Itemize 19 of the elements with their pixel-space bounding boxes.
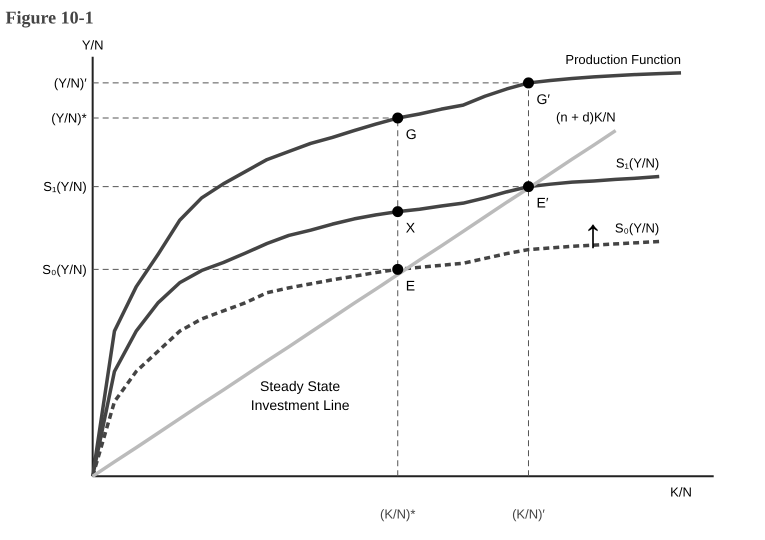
ref-line-label: S₁(Y/N) <box>43 179 87 194</box>
ref-line-label: (Y/N)* <box>51 110 87 126</box>
annotation: G <box>406 126 417 142</box>
annotation: G′ <box>536 90 550 107</box>
annotation: Steady State Investment Line <box>250 378 350 414</box>
annotation: X <box>406 220 416 236</box>
series-label: Production Function <box>565 52 682 67</box>
x-tick-label: (K/N)′ <box>512 506 546 522</box>
x-tick-label: (K/N)* <box>380 506 416 522</box>
annotation: E <box>406 277 416 294</box>
series-label: S₁(Y/N) <box>616 156 660 171</box>
ref-line-label: (Y/N)′ <box>54 75 88 90</box>
series-label: S₀(Y/N) <box>614 220 660 236</box>
x-axis-title: K/N <box>670 484 692 500</box>
series-label: (n + d)K/N <box>556 110 616 125</box>
chart-title: Figure 10-1 <box>6 8 94 28</box>
ref-line-label: S₀(Y/N) <box>42 262 87 277</box>
annotation: E′ <box>536 194 549 211</box>
y-axis-title: Y/N <box>82 38 104 53</box>
